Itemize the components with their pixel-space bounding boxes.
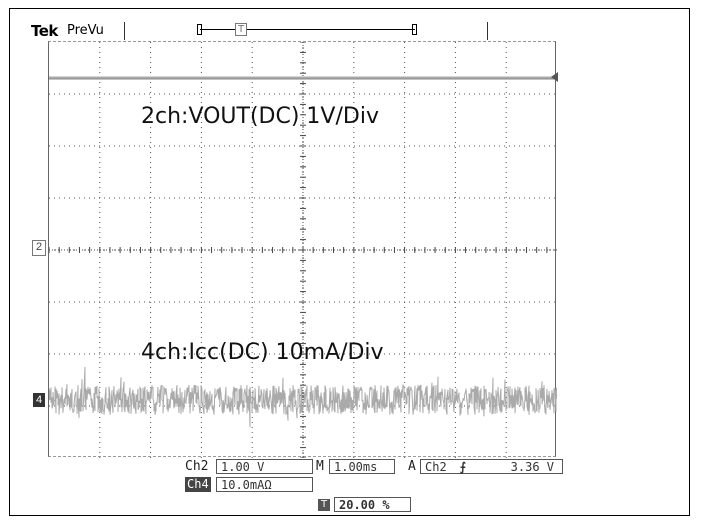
- trigger-position-readout[interactable]: 20.00 %: [334, 497, 411, 512]
- graticule: [49, 42, 557, 458]
- trigger-readout[interactable]: Ch2 ⨍ 3.36 V: [420, 459, 563, 474]
- channel4-ground-marker[interactable]: 4: [33, 393, 45, 407]
- header-divider: [124, 22, 125, 40]
- brand-logo: Tek: [31, 22, 58, 40]
- rising-edge-icon: ⨍: [459, 460, 467, 474]
- ch4-name: Ch4: [185, 477, 211, 492]
- timebase-value[interactable]: 1.00ms: [329, 459, 395, 474]
- trigger-level: 3.36 V: [510, 460, 554, 474]
- channel2-annotation: 2ch:VOUT(DC) 1V/Div: [141, 104, 379, 129]
- trigger-mode: A: [408, 459, 416, 474]
- channel4-annotation: 4ch:Icc(DC) 10mA/Div: [141, 340, 384, 365]
- timebase-prefix: M: [316, 459, 324, 474]
- header-divider: [487, 22, 488, 40]
- channel2-ground-marker[interactable]: 2: [32, 240, 46, 256]
- channel4-trace: [49, 366, 557, 428]
- waveform-display[interactable]: 2ch:VOUT(DC) 1V/Div 4ch:Icc(DC) 10mA/Div: [48, 41, 557, 458]
- acquisition-mode: PreVu: [67, 23, 104, 38]
- ch2-scale[interactable]: 1.00 V: [216, 459, 313, 474]
- ch4-scale[interactable]: 10.0mAΩ: [216, 477, 313, 492]
- trigger-position-icon: T: [318, 499, 330, 511]
- record-view-right-bracket: [412, 24, 417, 35]
- record-view-left-bracket: [197, 24, 202, 35]
- channel2-reference-arrow-icon: [551, 72, 558, 82]
- trigger-source: Ch2: [425, 460, 447, 474]
- record-view-bar: [200, 29, 415, 30]
- ch2-name: Ch2: [185, 459, 209, 474]
- record-trigger-marker-icon: T: [235, 23, 247, 36]
